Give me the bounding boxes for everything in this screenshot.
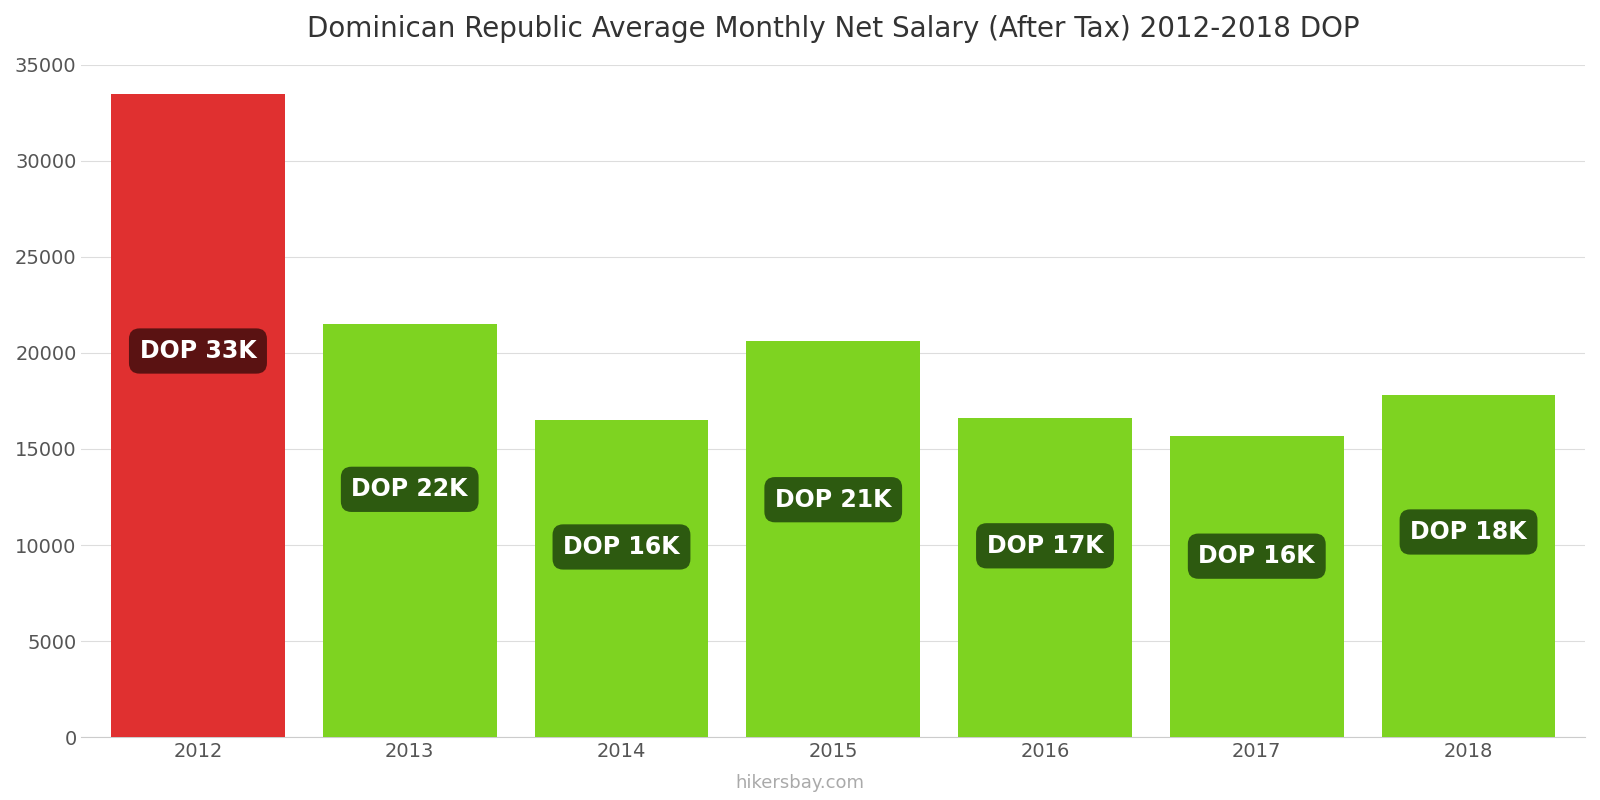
- Text: DOP 16K: DOP 16K: [1198, 544, 1315, 568]
- Title: Dominican Republic Average Monthly Net Salary (After Tax) 2012-2018 DOP: Dominican Republic Average Monthly Net S…: [307, 15, 1360, 43]
- Text: DOP 17K: DOP 17K: [987, 534, 1104, 558]
- Bar: [534, 420, 709, 737]
- Bar: [1170, 435, 1344, 737]
- Bar: [323, 324, 496, 737]
- Text: DOP 16K: DOP 16K: [563, 535, 680, 559]
- Bar: [958, 418, 1131, 737]
- Bar: [110, 94, 285, 737]
- Text: DOP 18K: DOP 18K: [1410, 520, 1526, 544]
- Text: DOP 21K: DOP 21K: [774, 488, 891, 512]
- Text: DOP 33K: DOP 33K: [139, 339, 256, 363]
- Text: hikersbay.com: hikersbay.com: [736, 774, 864, 792]
- Bar: [1382, 395, 1555, 737]
- Bar: [747, 342, 920, 737]
- Text: DOP 22K: DOP 22K: [352, 478, 467, 502]
